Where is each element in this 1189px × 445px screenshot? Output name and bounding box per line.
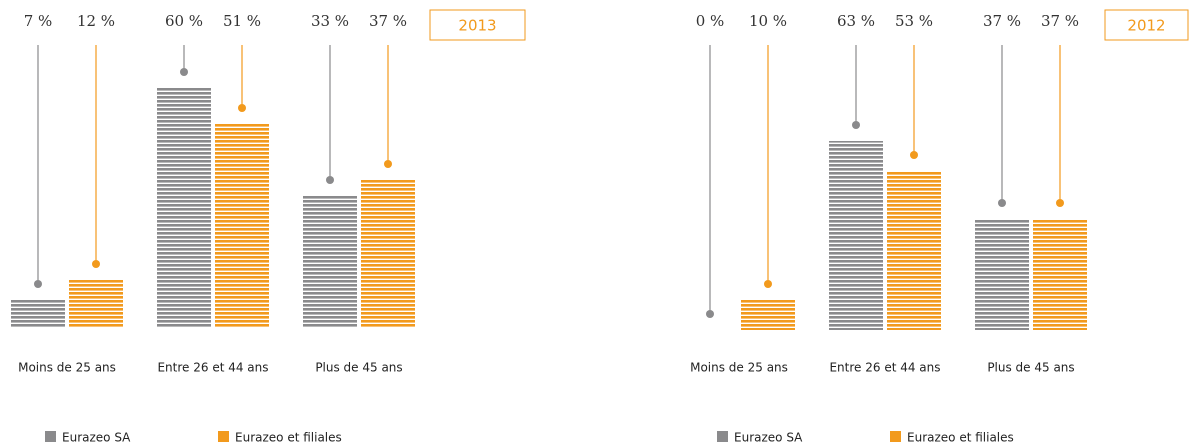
- legend-label: Eurazeo SA: [734, 431, 803, 445]
- value-label: 63 %: [837, 12, 875, 30]
- dot: [910, 151, 918, 159]
- value-label: 0 %: [696, 12, 725, 30]
- value-label: 51 %: [223, 12, 261, 30]
- value-label: 37 %: [983, 12, 1021, 30]
- bar: [887, 171, 941, 330]
- bar: [11, 300, 65, 328]
- bar: [829, 141, 883, 330]
- legend-swatch: [45, 431, 56, 442]
- year-box: [429, 9, 526, 41]
- dot: [326, 176, 334, 184]
- legend-swatch: [890, 431, 901, 442]
- dot: [384, 160, 392, 168]
- dot: [706, 310, 714, 318]
- category-label: Moins de 25 ans: [690, 361, 788, 375]
- category-label: Moins de 25 ans: [18, 361, 116, 375]
- legend-label: Eurazeo SA: [62, 431, 131, 445]
- bar: [361, 180, 415, 328]
- bar: [1033, 219, 1087, 330]
- dot: [1056, 199, 1064, 207]
- legend-label: Eurazeo et filiales: [907, 431, 1014, 445]
- bar: [741, 300, 795, 330]
- value-label: 7 %: [24, 12, 53, 30]
- year-box: [1104, 9, 1189, 41]
- dot: [998, 199, 1006, 207]
- category-label: Entre 26 et 44 ans: [829, 361, 940, 375]
- value-label: 37 %: [1041, 12, 1079, 30]
- value-label: 53 %: [895, 12, 933, 30]
- value-label: 10 %: [749, 12, 787, 30]
- bar: [303, 196, 357, 328]
- year-label: 2012: [1127, 17, 1165, 35]
- category-label: Plus de 45 ans: [987, 361, 1074, 375]
- category-label: Entre 26 et 44 ans: [157, 361, 268, 375]
- legend-swatch: [717, 431, 728, 442]
- bar: [69, 280, 123, 328]
- bar: [157, 88, 211, 328]
- category-label: Plus de 45 ans: [315, 361, 402, 375]
- value-label: 37 %: [369, 12, 407, 30]
- legend-label: Eurazeo et filiales: [235, 431, 342, 445]
- value-label: 60 %: [165, 12, 203, 30]
- dot: [764, 280, 772, 288]
- bar: [215, 124, 269, 328]
- value-label: 33 %: [311, 12, 349, 30]
- year-label: 2013: [458, 17, 496, 35]
- dot: [180, 68, 188, 76]
- bar: [975, 219, 1029, 330]
- legend-swatch: [218, 431, 229, 442]
- dot: [34, 280, 42, 288]
- value-label: 12 %: [77, 12, 115, 30]
- dot: [92, 260, 100, 268]
- dot: [852, 121, 860, 129]
- dot: [238, 104, 246, 112]
